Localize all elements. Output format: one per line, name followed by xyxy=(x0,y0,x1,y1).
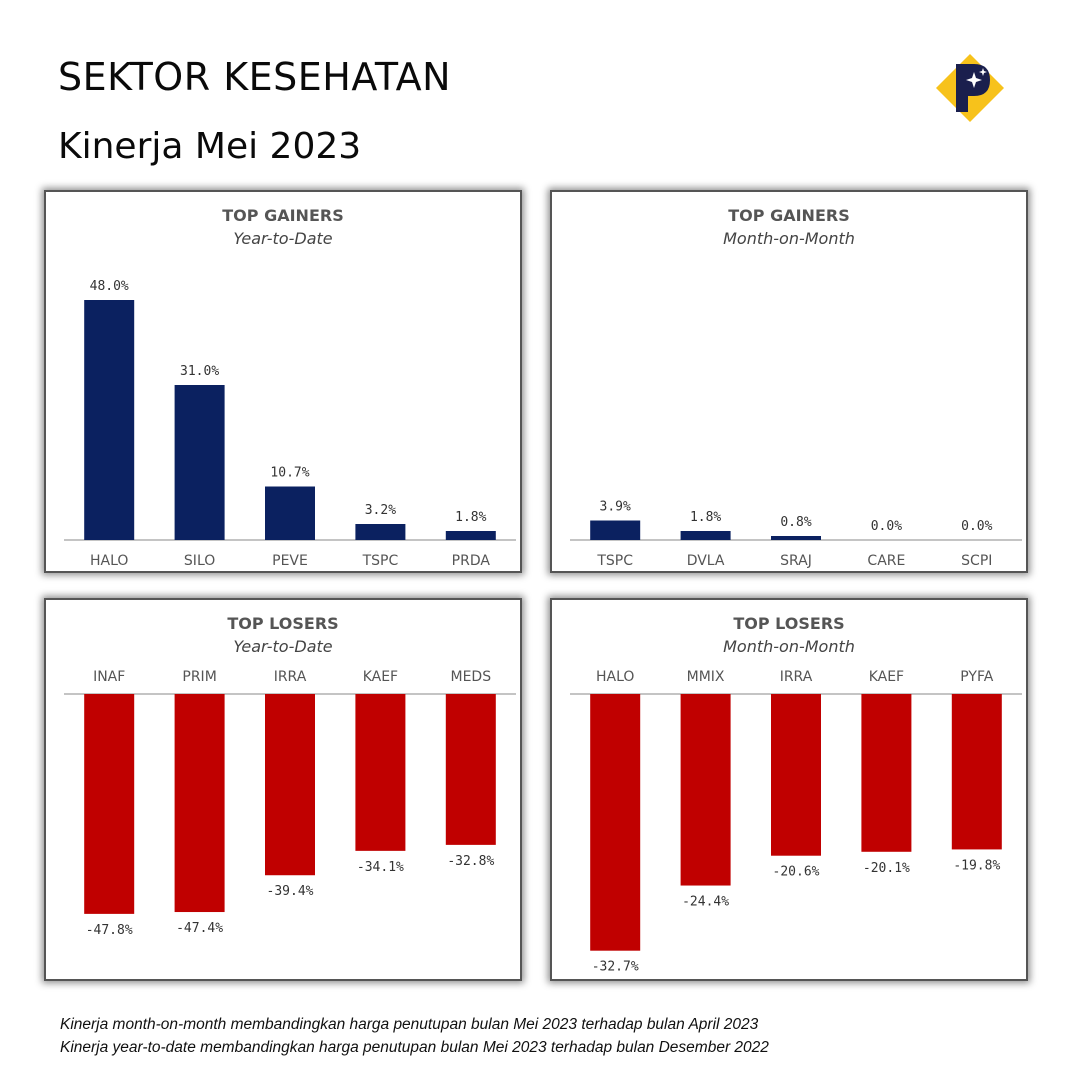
data-label-irra: -20.6% xyxy=(773,865,820,880)
data-label-meds: -32.8% xyxy=(447,854,494,869)
data-label-scpi: 0.0% xyxy=(961,519,992,534)
bar-mmix xyxy=(680,694,731,886)
logo-letter-shape xyxy=(956,64,990,112)
tick-label-scpi: SCPI xyxy=(961,553,992,569)
tick-label-tspc: TSPC xyxy=(596,553,633,569)
tick-label-prim: PRIM xyxy=(182,669,216,685)
tick-label-sraj: SRAJ xyxy=(780,553,812,569)
data-label-halo: -32.7% xyxy=(592,960,639,975)
bar-inaf xyxy=(84,694,135,914)
data-label-inaf: -47.8% xyxy=(86,923,133,938)
bar-irra xyxy=(265,694,315,876)
tick-label-halo: HALO xyxy=(596,669,634,685)
data-label-tspc: 3.9% xyxy=(600,500,631,515)
tick-label-tspc: TSPC xyxy=(362,553,399,569)
tick-label-kaef: KAEF xyxy=(363,669,398,685)
chart-panel-top-losers-mom: TOP LOSERS Month-on-Month -32.7% HALO -24.4%… xyxy=(550,598,1028,981)
bar-tspc xyxy=(355,524,406,540)
tick-label-kaef: KAEF xyxy=(869,669,904,685)
tick-label-halo: HALO xyxy=(90,553,128,569)
bar-halo xyxy=(590,694,641,951)
data-label-tspc: 3.2% xyxy=(365,503,396,518)
bar-halo xyxy=(84,300,135,540)
tick-label-irra: IRRA xyxy=(780,669,813,685)
bar-meds xyxy=(445,694,496,845)
tick-label-silo: SILO xyxy=(184,553,215,569)
chart-top-gainers-ytd: TOP GAINERS Year-to-Date 48.0% HALO 31.0% SIL… xyxy=(64,206,516,569)
data-label-kaef: -34.1% xyxy=(357,860,404,875)
bar-kaef xyxy=(355,694,406,851)
chart-top-losers-mom: TOP LOSERS Month-on-Month -32.7% HALO -24.4%… xyxy=(570,614,1022,975)
chart-subtitle: Year-to-Date xyxy=(233,229,332,248)
data-label-mmix: -24.4% xyxy=(682,895,729,910)
tick-label-prda: PRDA xyxy=(452,553,491,569)
brand-logo xyxy=(934,52,1006,124)
tick-label-pyfa: PYFA xyxy=(960,669,993,685)
bar-dvla xyxy=(680,531,731,540)
page-subtitle: Kinerja Mei 2023 xyxy=(58,126,362,167)
bar-tspc xyxy=(590,520,641,540)
page-title: SEKTOR KESEHATAN xyxy=(58,55,452,99)
footnote-ytd: Kinerja year-to-date membandingkan harga… xyxy=(60,1039,769,1056)
tick-label-peve: PEVE xyxy=(272,553,308,569)
data-label-prda: 1.8% xyxy=(455,510,486,525)
data-label-peve: 10.7% xyxy=(270,466,309,481)
chart-title: TOP GAINERS xyxy=(728,206,849,225)
data-label-dvla: 1.8% xyxy=(690,510,721,525)
bar-kaef xyxy=(861,694,912,852)
chart-subtitle: Month-on-Month xyxy=(723,229,855,248)
bar-sraj xyxy=(771,536,821,540)
chart-panel-top-gainers-mom: TOP GAINERS Month-on-Month 3.9% TSPC 1.8% DVL… xyxy=(550,190,1028,573)
footnote-mom: Kinerja month-on-month membandingkan har… xyxy=(60,1016,759,1033)
chart-top-losers-ytd: TOP LOSERS Year-to-Date -47.8% INAF -47.4% PR… xyxy=(64,614,516,938)
data-label-care: 0.0% xyxy=(871,519,902,534)
data-label-sraj: 0.8% xyxy=(780,515,811,530)
bar-pyfa xyxy=(951,694,1002,850)
chart-title: TOP LOSERS xyxy=(227,614,338,633)
bar-prim xyxy=(174,694,225,913)
data-label-silo: 31.0% xyxy=(180,364,219,379)
chart-title: TOP LOSERS xyxy=(733,614,844,633)
chart-panel-top-gainers-ytd: TOP GAINERS Year-to-Date 48.0% HALO 31.0% SIL… xyxy=(44,190,522,573)
chart-top-gainers-mom: TOP GAINERS Month-on-Month 3.9% TSPC 1.8% DVL… xyxy=(570,206,1022,569)
data-label-irra: -39.4% xyxy=(267,884,314,899)
tick-label-inaf: INAF xyxy=(93,669,125,685)
chart-subtitle: Month-on-Month xyxy=(723,637,855,656)
tick-label-irra: IRRA xyxy=(274,669,307,685)
tick-label-meds: MEDS xyxy=(451,669,492,685)
data-label-halo: 48.0% xyxy=(90,279,129,294)
logo-star-small xyxy=(979,68,987,76)
bar-irra xyxy=(771,694,821,856)
tick-label-mmix: MMIX xyxy=(687,669,725,685)
tick-label-dvla: DVLA xyxy=(687,553,725,569)
brand-logo-icon xyxy=(936,54,1004,122)
bar-peve xyxy=(265,486,315,540)
bar-prda xyxy=(445,531,496,540)
chart-subtitle: Year-to-Date xyxy=(233,637,332,656)
data-label-kaef: -20.1% xyxy=(863,861,910,876)
data-label-pyfa: -19.8% xyxy=(953,858,1000,873)
chart-title: TOP GAINERS xyxy=(222,206,343,225)
tick-label-care: CARE xyxy=(867,553,905,569)
bar-silo xyxy=(174,385,225,540)
data-label-prim: -47.4% xyxy=(176,921,223,936)
logo-star-large xyxy=(966,72,982,88)
chart-panel-top-losers-ytd: TOP LOSERS Year-to-Date -47.8% INAF -47.4% PR… xyxy=(44,598,522,981)
